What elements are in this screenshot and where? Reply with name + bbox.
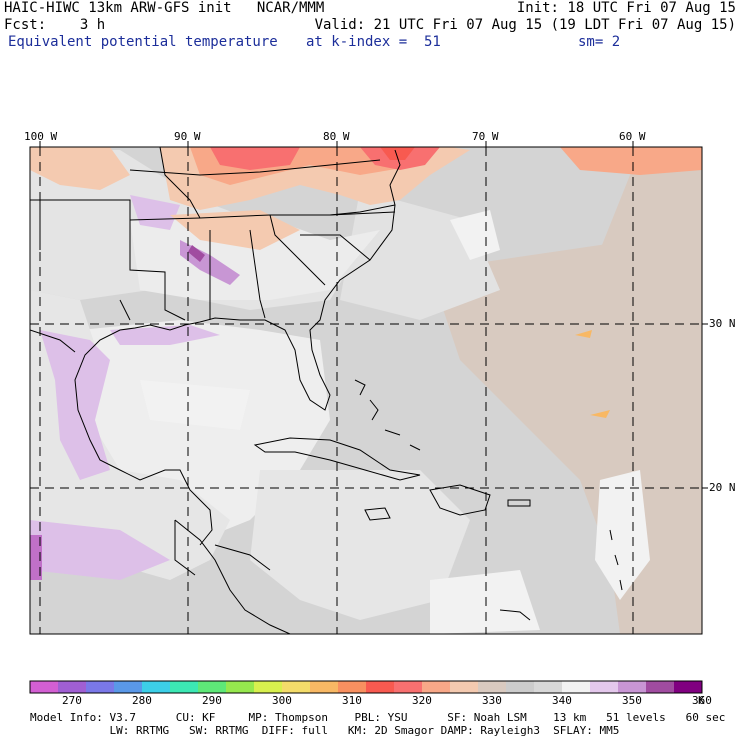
colorbar-tick-label: 350: [622, 694, 642, 707]
colorbar-swatch: [254, 681, 283, 693]
colorbar-swatch: [478, 681, 507, 693]
smoothing-label: sm= 2: [578, 34, 621, 50]
theta-e-field: [30, 147, 702, 634]
lon-label-70w: 70 W: [472, 130, 499, 143]
colorbar-tick-label: 310: [342, 694, 362, 707]
colorbar-tick-label: 320: [412, 694, 432, 707]
colorbar-tick-label: 360: [692, 694, 712, 707]
tick-marks: [39, 141, 708, 489]
level-label: at k-index = 51: [306, 34, 441, 50]
colorbar-tick-label: 290: [202, 694, 222, 707]
colorbar-swatch: [674, 681, 703, 693]
colorbar-tick-label: 270: [62, 694, 82, 707]
lon-label-90w: 90 W: [174, 130, 201, 143]
colorbar-swatch: [114, 681, 143, 693]
colorbar-swatch: [58, 681, 87, 693]
colorbar-swatch: [226, 681, 255, 693]
colorbar-swatch: [394, 681, 423, 693]
colorbar-swatch: [366, 681, 395, 693]
lon-label-100w: 100 W: [24, 130, 58, 143]
colorbar-swatch: [338, 681, 367, 693]
colorbar-tick-label: 340: [552, 694, 572, 707]
lon-label-80w: 80 W: [323, 130, 350, 143]
model-info-line2: LW: RRTMG SW: RRTMG DIFF: full KM: 2D Sm…: [30, 724, 620, 737]
colorbar-swatch: [422, 681, 451, 693]
colorbar-swatch: [310, 681, 339, 693]
model-info-line1: Model Info: V3.7 CU: KF MP: Thompson PBL…: [30, 711, 726, 724]
map-frame: [29, 146, 703, 635]
colorbar-swatches: [29, 680, 703, 694]
colorbar-swatch: [142, 681, 171, 693]
colorbar-tick-label: 330: [482, 694, 502, 707]
colorbar-swatch: [30, 681, 59, 693]
colorbar-swatch: [646, 681, 675, 693]
colorbar-frame: [29, 680, 703, 694]
colorbar-swatch: [562, 681, 591, 693]
colorbar-swatch: [86, 681, 115, 693]
valid-time: Valid: 21 UTC Fri 07 Aug 15 (19 LDT Fri …: [314, 17, 736, 33]
field-name: Equivalent potential temperature: [8, 34, 278, 50]
colorbar-swatch: [170, 681, 199, 693]
model-title: HAIC-HIWC 13km ARW-GFS init NCAR/MMM: [4, 0, 325, 16]
lat-label-30n: 30 N: [709, 317, 736, 330]
colorbar-swatch: [198, 681, 227, 693]
lat-label-20n: 20 N: [709, 481, 736, 494]
colorbar-swatch: [282, 681, 311, 693]
grid-lines: [30, 147, 702, 634]
colorbar-swatch: [618, 681, 647, 693]
colorbar-swatch: [506, 681, 535, 693]
lon-label-60w: 60 W: [619, 130, 646, 143]
colorbar-swatch: [590, 681, 619, 693]
colorbar-swatch: [534, 681, 563, 693]
colorbar-tick-label: 280: [132, 694, 152, 707]
colorbar-swatch: [450, 681, 479, 693]
forecast-hour: Fcst: 3 h: [4, 17, 106, 33]
init-time: Init: 18 UTC Fri 07 Aug 15: [516, 0, 736, 16]
colorbar-unit: K: [698, 694, 705, 707]
colorbar-tick-label: 300: [272, 694, 292, 707]
